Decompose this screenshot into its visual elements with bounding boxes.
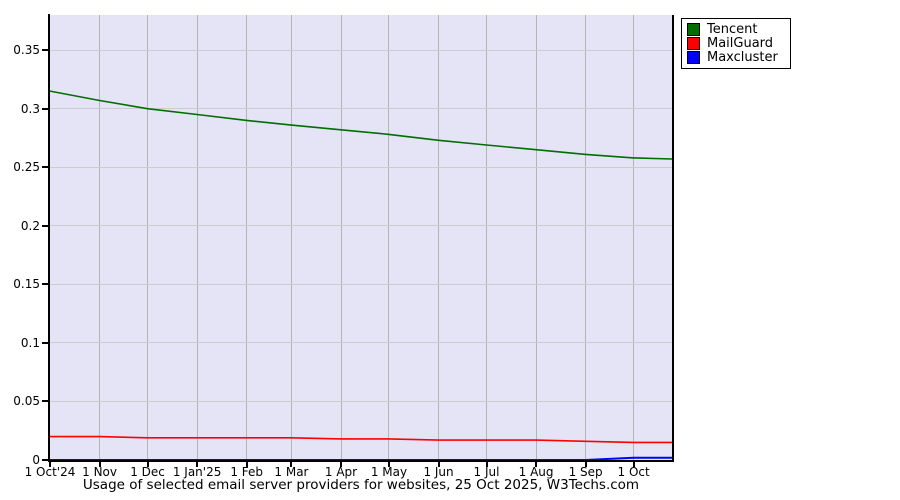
legend-swatch-mailguard [687, 36, 700, 50]
legend-swatch-maxcluster [687, 50, 700, 64]
y-tick-label: 0.1 [20, 335, 40, 350]
vertical-gridline [246, 15, 248, 460]
x-tick-label: 1 Aug [518, 465, 554, 479]
vertical-gridline [633, 15, 635, 460]
vertical-gridline [438, 15, 440, 460]
x-tick [387, 462, 390, 467]
y-tick-label: 0 [32, 453, 40, 467]
vertical-gridline [196, 15, 198, 460]
horizontal-gridline [50, 166, 672, 168]
y-tick [42, 400, 48, 403]
legend-item: Maxcluster [687, 50, 786, 64]
x-tick-label: 1 Dec [130, 465, 165, 479]
vertical-gridline [99, 15, 101, 460]
legend-swatch-tencent [687, 22, 700, 36]
series-line-mailguard [50, 435, 672, 444]
y-tick-label: 0.25 [13, 160, 40, 175]
x-tick [485, 462, 488, 467]
y-tick-label: 0.3 [20, 101, 40, 116]
x-tick-label: 1 May [370, 465, 408, 479]
plot-right-border [672, 15, 674, 462]
legend-label: Maxcluster [707, 49, 778, 65]
legend: Tencent MailGuard Maxcluster [681, 18, 791, 69]
legend-label: Tencent [707, 21, 758, 37]
x-tick-label: 1 Mar [274, 465, 309, 479]
x-tick-label: 1 Jan'25 [172, 465, 222, 479]
y-tick [42, 49, 48, 52]
plot-area [50, 15, 672, 460]
horizontal-gridline [50, 283, 672, 285]
x-tick-label: 1 Sep [568, 465, 603, 479]
vertical-gridline [585, 15, 587, 460]
x-tick-label: 1 Oct'24 [24, 465, 76, 479]
horizontal-gridline [50, 225, 672, 227]
chart-lines [50, 90, 672, 460]
x-tick-label: 1 Apr [324, 465, 358, 479]
legend-item: MailGuard [687, 36, 786, 50]
x-tick [584, 462, 587, 467]
chart-title: Usage of selected email server providers… [82, 477, 640, 493]
y-tick [42, 341, 48, 344]
vertical-gridline [340, 15, 342, 460]
x-tick-label: 1 Oct [617, 465, 650, 479]
y-axis [48, 14, 50, 462]
x-tick-label: 1 Jul [473, 465, 500, 479]
x-tick-label: 1 Nov [82, 465, 117, 479]
y-tick-label: 0.05 [13, 394, 40, 409]
x-tick [437, 462, 440, 467]
x-tick [340, 462, 342, 467]
x-axis [48, 460, 674, 462]
x-tick [98, 462, 101, 467]
y-tick [42, 459, 48, 461]
x-tick [196, 462, 199, 467]
legend-item: Tencent [687, 22, 786, 36]
x-tick [245, 462, 248, 467]
horizontal-gridline [50, 108, 672, 110]
horizontal-gridline [50, 49, 672, 51]
vertical-gridline [535, 15, 537, 460]
y-tick [42, 107, 48, 110]
x-tick-label: 1 Feb [230, 465, 264, 479]
vertical-gridline [388, 15, 390, 460]
y-tick [42, 224, 48, 227]
y-tick-label: 0.2 [20, 218, 40, 233]
y-tick [42, 166, 48, 169]
y-tick-label: 0.35 [13, 43, 40, 58]
horizontal-gridline [50, 342, 672, 344]
horizontal-gridline [50, 400, 672, 402]
vertical-gridline [486, 15, 488, 460]
x-tick [535, 462, 538, 467]
vertical-gridline [290, 15, 292, 460]
vertical-gridline [147, 15, 149, 460]
legend-label: MailGuard [707, 35, 774, 51]
x-tick [290, 462, 293, 467]
x-tick [146, 462, 149, 467]
x-tick-label: 1 Jun [423, 465, 454, 479]
y-tick [42, 283, 48, 286]
y-tick-label: 0.15 [13, 277, 40, 292]
series-line-tencent [50, 90, 672, 160]
x-tick [49, 462, 51, 467]
x-tick [632, 462, 635, 467]
